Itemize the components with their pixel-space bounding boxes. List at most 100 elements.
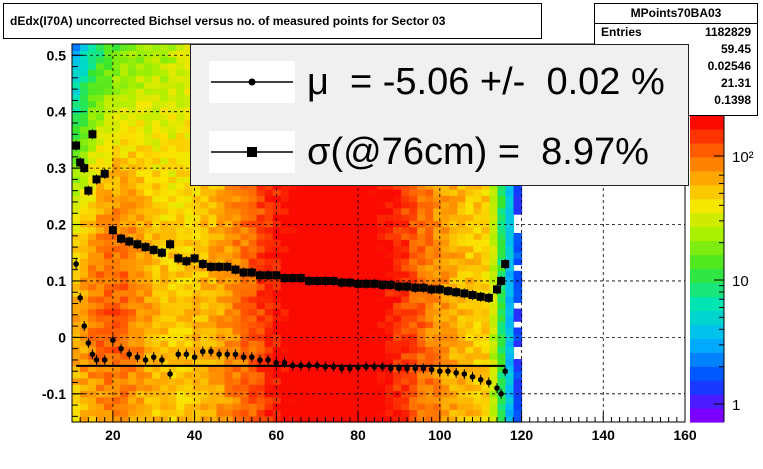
heatmap-cell	[96, 251, 105, 259]
heatmap-cell	[200, 359, 210, 366]
heatmap-cell	[465, 239, 474, 247]
heatmap-cell	[112, 283, 121, 291]
heatmap-cell	[128, 233, 137, 240]
heatmap-cell	[312, 226, 322, 234]
heatmap-cell	[152, 195, 161, 203]
heatmap-cell	[369, 258, 378, 266]
heatmap-cell	[489, 377, 499, 385]
heatmap-cell	[481, 214, 491, 221]
heatmap-cell	[409, 415, 418, 423]
heatmap-cell	[328, 201, 338, 209]
heatmap-cell	[401, 207, 410, 215]
heatmap-cell	[136, 321, 145, 329]
heatmap-cell	[120, 163, 129, 171]
heatmap-cell	[312, 251, 322, 259]
heatmap-cell	[296, 308, 306, 316]
heatmap-cell	[248, 289, 258, 297]
heatmap-cell	[433, 188, 442, 196]
heatmap-cell	[312, 283, 322, 291]
heatmap-cell	[240, 415, 250, 423]
heatmap-cell	[401, 214, 410, 221]
heatmap-cell	[352, 258, 362, 266]
heatmap-cell	[280, 377, 290, 385]
heatmap-cell	[104, 359, 113, 366]
heatmap-cell	[336, 415, 346, 423]
heatmap-cell	[168, 44, 177, 51]
heatmap-cell	[80, 113, 89, 121]
heatmap-cell	[160, 125, 169, 133]
heatmap-cell	[417, 384, 426, 392]
heatmap-cell	[296, 409, 306, 417]
heatmap-cell	[417, 226, 426, 234]
heatmap-cell	[505, 207, 515, 215]
heatmap-cell	[88, 75, 97, 83]
heatmap-cell	[232, 396, 242, 404]
heatmap-cell	[136, 119, 145, 127]
heatmap-cell	[232, 188, 242, 196]
heatmap-cell	[240, 207, 250, 215]
heatmap-cell	[409, 277, 418, 284]
heatmap-cell	[248, 308, 258, 316]
heatmap-cell	[401, 251, 410, 259]
heatmap-cell	[112, 75, 121, 83]
heatmap-cell	[513, 258, 523, 266]
heatmap-cell	[385, 188, 394, 196]
heatmap-cell	[136, 100, 145, 108]
heatmap-cell	[248, 245, 258, 253]
heatmap-cell	[112, 125, 121, 133]
heatmap-cell	[144, 415, 153, 423]
heatmap-cell	[288, 188, 298, 196]
heatmap-cell	[369, 207, 378, 215]
heatmap-cell	[336, 233, 346, 240]
heatmap-cell	[256, 214, 266, 221]
heatmap-cell	[160, 296, 169, 303]
heatmap-cell	[176, 377, 185, 385]
heatmap-cell	[352, 327, 362, 335]
heatmap-cell	[473, 302, 482, 310]
heatmap-cell	[136, 283, 145, 291]
heatmap-cell	[192, 245, 202, 253]
heatmap-cell	[344, 239, 354, 247]
heatmap-cell	[216, 289, 226, 297]
color-scale-band	[690, 380, 724, 395]
heatmap-cell	[377, 226, 386, 234]
heatmap-cell	[144, 233, 153, 240]
heatmap-cell	[152, 302, 161, 310]
heatmap-cell	[457, 201, 466, 209]
heatmap-cell	[473, 403, 482, 410]
heatmap-cell	[344, 403, 354, 410]
heatmap-cell	[144, 327, 153, 335]
heatmap-cell	[96, 88, 105, 95]
heatmap-cell	[433, 270, 442, 278]
heatmap-cell	[385, 239, 394, 247]
heatmap-cell	[296, 321, 306, 329]
heatmap-cell	[513, 415, 523, 423]
heatmap-cell	[312, 289, 322, 297]
heatmap-cell	[72, 415, 81, 423]
heatmap-cell	[385, 302, 394, 310]
heatmap-cell	[288, 207, 298, 215]
heatmap-cell	[120, 359, 129, 366]
heatmap-cell	[120, 296, 129, 303]
heatmap-cell	[280, 308, 290, 316]
heatmap-cell	[168, 258, 177, 266]
heatmap-cell	[80, 195, 89, 203]
heatmap-cell	[88, 113, 97, 121]
heatmap-cell	[425, 415, 434, 423]
heatmap-cell	[80, 314, 89, 322]
heatmap-cell	[128, 340, 137, 347]
heatmap-cell	[441, 264, 450, 272]
heatmap-cell	[457, 321, 466, 329]
heatmap-cell	[72, 100, 81, 108]
heatmap-cell	[248, 188, 258, 196]
heatmap-cell	[425, 201, 434, 209]
heatmap-cell	[369, 182, 378, 190]
heatmap-cell	[152, 151, 161, 158]
heatmap-cell	[168, 207, 177, 215]
heatmap-cell	[441, 207, 450, 215]
heatmap-cell	[320, 226, 330, 234]
heatmap-cell	[96, 69, 105, 77]
heatmap-cell	[288, 233, 298, 240]
heatmap-cell	[120, 403, 129, 410]
heatmap-cell	[473, 195, 482, 203]
